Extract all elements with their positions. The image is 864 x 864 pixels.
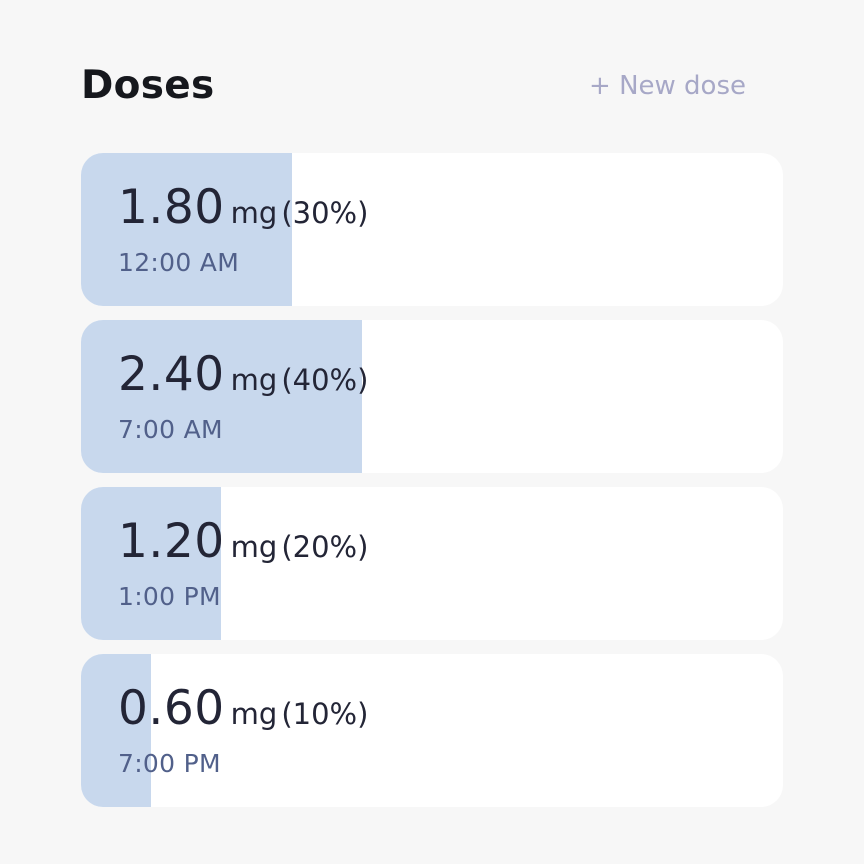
dose-amount: 1.20 [118, 514, 225, 569]
dose-proportion-bar [81, 654, 152, 807]
new-dose-button[interactable]: + New dose [589, 71, 746, 101]
dose-time: 12:00 AM [118, 248, 240, 277]
dose-list: 1.80 mg (30%) 12:00 AM 2.40 mg (40%) 7:00 AM… [81, 153, 783, 821]
dose-proportion-bar [81, 153, 292, 306]
dose-card[interactable]: 1.80 mg (30%) 12:00 AM [81, 153, 783, 306]
dose-percent: (40%) [281, 363, 369, 397]
dose-time: 1:00 PM [118, 582, 221, 611]
dose-unit: mg [230, 363, 278, 397]
dose-amount-line: 1.80 mg (30%) [118, 179, 368, 237]
header: Doses + New dose [81, 60, 783, 112]
dose-card[interactable]: 0.60 mg (10%) 7:00 PM [81, 654, 783, 807]
dose-percent: (20%) [281, 530, 369, 564]
dose-card[interactable]: 2.40 mg (40%) 7:00 AM [81, 320, 783, 473]
dose-time: 7:00 AM [118, 415, 223, 444]
dose-amount: 0.60 [118, 681, 225, 736]
dose-amount-line: 0.60 mg (10%) [118, 680, 368, 738]
dose-unit: mg [230, 530, 278, 564]
dose-time: 7:00 PM [118, 749, 221, 778]
dose-amount: 2.40 [118, 347, 225, 402]
dose-percent: (30%) [281, 196, 369, 230]
dose-unit: mg [230, 196, 278, 230]
dose-proportion-bar [81, 320, 362, 473]
dose-amount-line: 2.40 mg (40%) [118, 346, 368, 404]
dose-proportion-bar [81, 487, 222, 640]
page-title: Doses [81, 63, 215, 108]
dose-amount: 1.80 [118, 180, 225, 235]
dose-amount-line: 1.20 mg (20%) [118, 513, 368, 571]
dose-card[interactable]: 1.20 mg (20%) 1:00 PM [81, 487, 783, 640]
dose-unit: mg [230, 697, 278, 731]
dose-percent: (10%) [281, 697, 369, 731]
